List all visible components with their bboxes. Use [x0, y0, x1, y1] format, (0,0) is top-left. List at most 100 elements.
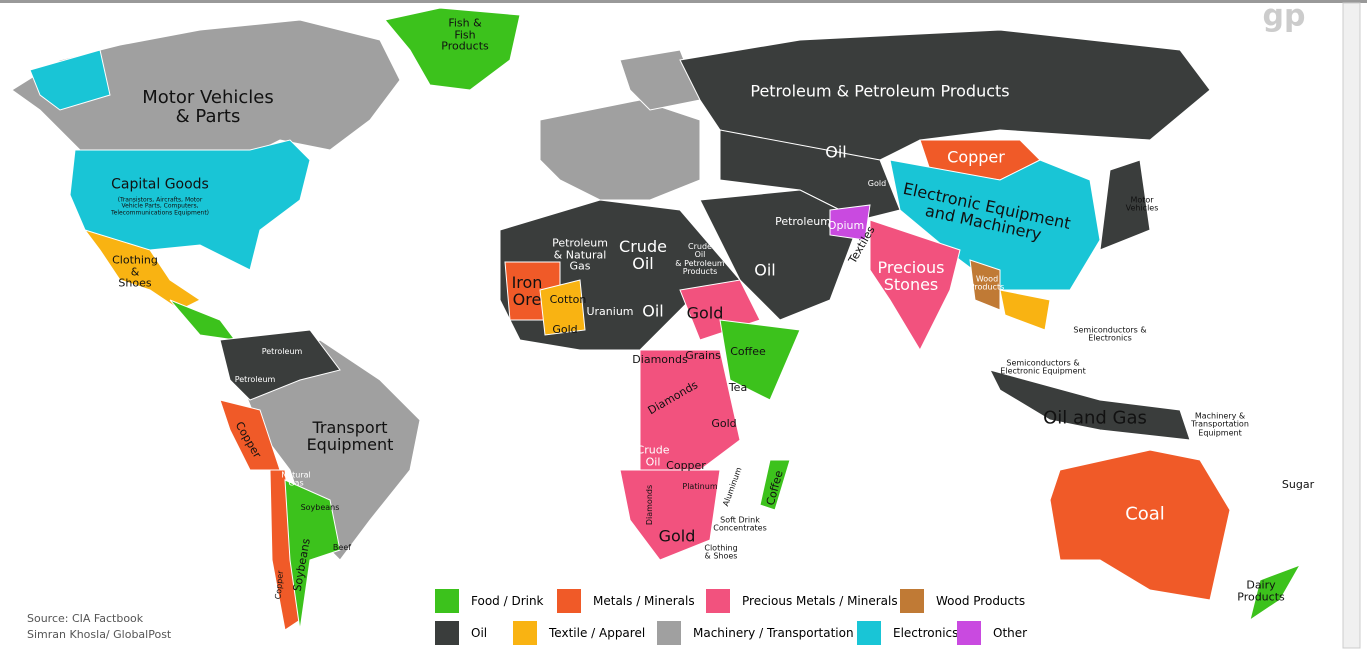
- map-label: Crude Oil & Petroleum Products: [675, 242, 725, 277]
- legend-swatch: [513, 621, 537, 645]
- map-label: Uranium: [586, 305, 634, 319]
- map-label: Coal: [1125, 503, 1165, 525]
- australia: [1049, 449, 1231, 601]
- map-label: Petroleum: [775, 215, 831, 229]
- map-label: Precious Stones: [877, 258, 945, 294]
- afghanistan: [829, 204, 871, 241]
- central-africa: [639, 349, 741, 471]
- map-label: Clothing & Shoes: [112, 253, 158, 290]
- myanmar: [969, 259, 1001, 311]
- map-label: Motor Vehicles & Parts: [142, 87, 274, 127]
- scandinavia: [619, 49, 701, 111]
- map-label: (Transistors, Aircrafts, Motor Vehicle P…: [110, 196, 210, 217]
- southern-africa: [619, 469, 721, 561]
- map-label: Oil: [825, 142, 847, 162]
- legend-swatch: [557, 589, 581, 613]
- legend-item: Textile / Apparel: [513, 621, 645, 645]
- source: Source: CIA Factbook: [27, 612, 144, 625]
- map-label: Copper: [666, 459, 706, 473]
- source: Simran Khosla/ GlobalPost: [27, 628, 172, 641]
- map-label: Petroleum & Petroleum Products: [750, 81, 1010, 101]
- map-label: Oil and Gas: [1043, 407, 1147, 429]
- greenland: [384, 7, 521, 91]
- map-label: Wood Products: [969, 274, 1005, 292]
- legend-swatch: [435, 621, 459, 645]
- map-label: Transport Equipment: [306, 418, 394, 454]
- argentina: [284, 479, 341, 631]
- map-label: Oil: [642, 301, 664, 321]
- venezuela-colombia: [219, 329, 341, 401]
- map-label: Beef: [332, 542, 352, 552]
- legend-item: Oil: [435, 621, 487, 645]
- logo: gp: [1262, 0, 1306, 34]
- map-label: Crude Oil: [619, 237, 667, 273]
- se-asia: [999, 289, 1051, 331]
- legend-item: Precious Metals / Minerals: [706, 589, 898, 613]
- map-label: Soybeans: [300, 502, 340, 512]
- middle-east: [699, 189, 861, 321]
- legend-label: Food / Drink: [471, 594, 544, 608]
- east-africa: [719, 319, 801, 401]
- map-label: Clothing & Shoes: [704, 543, 738, 561]
- mali: [539, 279, 586, 336]
- legend-swatch: [657, 621, 681, 645]
- legend-item: Other: [957, 621, 1027, 645]
- map-label: Iron Ore: [511, 273, 543, 309]
- map-label: Grains: [685, 349, 721, 363]
- legend-item: Wood Products: [900, 589, 1025, 613]
- legend-item: Machinery / Transportation: [657, 621, 854, 645]
- legend-label: Other: [993, 626, 1028, 640]
- europe: [539, 99, 701, 201]
- map-label: Machinery & Transportation Equipment: [1191, 411, 1249, 438]
- legend-label: Precious Metals / Minerals: [742, 594, 898, 608]
- map-label: Gold: [658, 526, 696, 546]
- map-label: Capital Goods: [111, 176, 209, 193]
- map-label: Sugar: [1281, 478, 1315, 492]
- map-label: Natural Gas: [281, 470, 311, 488]
- map-label: Gold: [686, 303, 724, 323]
- legend-item: Electronics: [857, 621, 958, 645]
- legend-swatch: [900, 589, 924, 613]
- map-label: Semiconductors & Electronics: [1073, 325, 1147, 343]
- map-label: Petroleum: [261, 346, 303, 356]
- legend-swatch: [957, 621, 981, 645]
- japan: [1099, 159, 1151, 251]
- brazil: [239, 339, 421, 561]
- map-label: Diamonds: [632, 353, 688, 367]
- legend-swatch: [435, 589, 459, 613]
- map-label: Fish & Fish Products: [441, 16, 489, 53]
- map-label: Opium: [827, 219, 865, 233]
- legend-label: Metals / Minerals: [593, 594, 695, 608]
- china: [889, 159, 1101, 291]
- legend-swatch: [857, 621, 881, 645]
- legend-label: Oil: [471, 626, 488, 640]
- map-label: Soft Drink Concentrates: [713, 515, 767, 533]
- india: [869, 219, 961, 352]
- map-label: Gold: [867, 178, 887, 188]
- legend-swatch: [706, 589, 730, 613]
- legend-item: Food / Drink: [435, 589, 544, 613]
- scrollbar[interactable]: [1342, 2, 1361, 649]
- map-label: Tea: [728, 381, 748, 395]
- map-label: Oil: [754, 260, 776, 280]
- map-label: Gold: [552, 323, 578, 337]
- legend-label: Machinery / Transportation: [693, 626, 854, 640]
- legend-item: Metals / Minerals: [557, 589, 695, 613]
- map-label: Petroleum: [234, 374, 276, 384]
- map-label: Motor Vehicles: [1125, 195, 1159, 213]
- map-label: Diamonds: [644, 484, 654, 526]
- map-label: Coffee: [730, 345, 766, 359]
- legend-label: Textile / Apparel: [549, 626, 646, 640]
- map-label: Cotton: [549, 293, 587, 307]
- map-label: Semiconductors & Electronic Equipment: [1000, 358, 1086, 376]
- chile: [269, 469, 301, 631]
- new-zealand: [1249, 564, 1302, 622]
- legend-label: Wood Products: [936, 594, 1026, 608]
- top-border: [0, 0, 1367, 3]
- map-label: Copper: [947, 147, 1005, 167]
- central-america: [169, 299, 237, 341]
- map-label: Crude Oil: [636, 443, 670, 468]
- map-label: Dairy Products: [1237, 578, 1285, 603]
- map-label: Gold: [711, 417, 737, 431]
